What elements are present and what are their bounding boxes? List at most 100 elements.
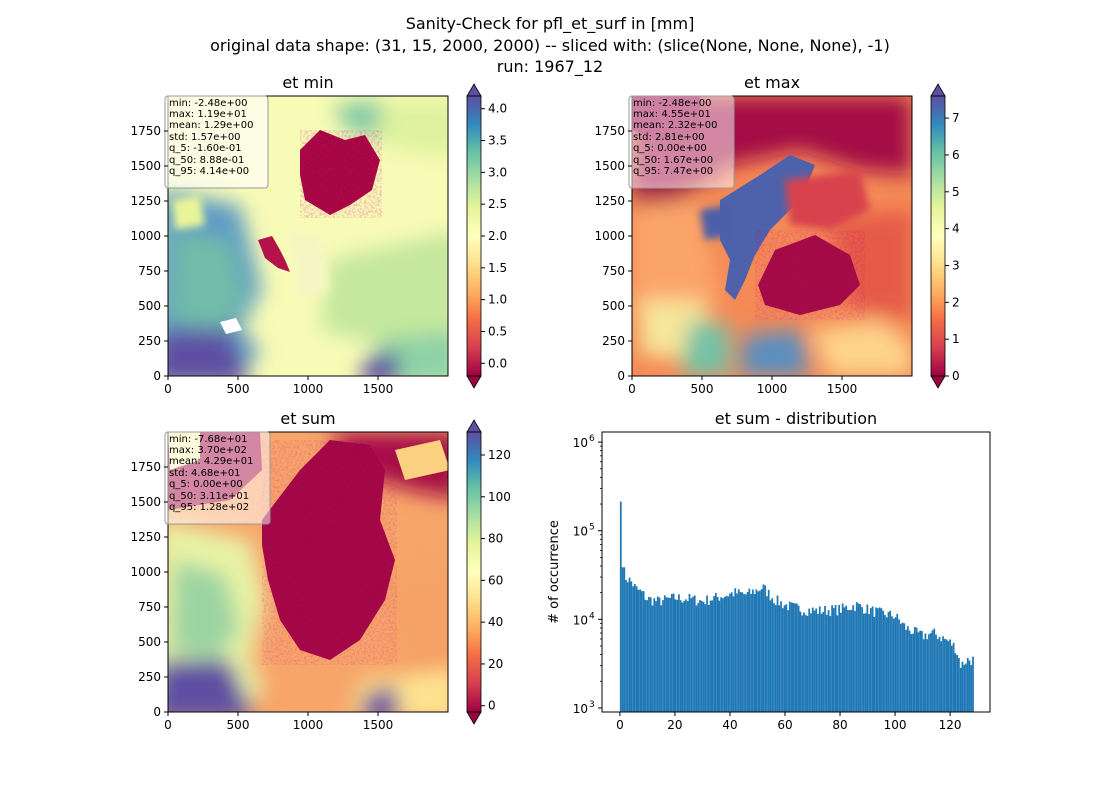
- histogram-bar: [875, 607, 878, 712]
- histogram-bar: [917, 632, 920, 712]
- histogram-bar: [810, 613, 812, 712]
- histogram-bar: [813, 610, 816, 712]
- histogram-bar: [840, 612, 842, 712]
- histogram-bar: [972, 656, 974, 712]
- suptitle-line-2: original data shape: (31, 15, 2000, 2000…: [210, 36, 890, 55]
- panel-title: et sum: [280, 409, 335, 428]
- histogram-bar: [743, 594, 745, 712]
- histogram-bar: [873, 616, 876, 712]
- y-tick-label: 1500: [594, 159, 625, 173]
- histogram-bar: [806, 616, 809, 712]
- histogram-bar: [656, 596, 659, 712]
- histogram-bar: [783, 605, 786, 712]
- histogram-bar: [903, 623, 906, 712]
- histogram-bar: [695, 605, 698, 712]
- histogram-bar: [716, 596, 719, 712]
- histogram-bar: [685, 599, 687, 712]
- panel-title: et sum - distribution: [715, 409, 877, 428]
- histogram-bar: [764, 585, 767, 712]
- histogram-bar: [641, 591, 643, 712]
- histogram-bar: [850, 609, 853, 712]
- stat-q5: q_5: -1.60e-01: [169, 143, 242, 154]
- histogram-bar: [956, 655, 959, 712]
- histogram-bar: [660, 605, 663, 712]
- stat-q50: q_50: 1.67e+00: [633, 155, 713, 166]
- colorbar-extend-max: [466, 419, 482, 433]
- histogram-bar: [906, 626, 909, 712]
- histogram-bar: [889, 610, 892, 712]
- y-tick-label: 750: [602, 264, 625, 278]
- histogram-bar: [781, 608, 784, 712]
- stat-q5: q_5: 0.00e+00: [633, 143, 707, 154]
- histogram-bar: [880, 608, 883, 712]
- x-tick-label: 60: [777, 718, 792, 732]
- histogram-bar: [662, 600, 664, 712]
- y-tick-label: 0: [153, 705, 161, 719]
- histogram-bar: [836, 615, 839, 712]
- histogram-bar: [678, 594, 680, 712]
- histogram-bar: [894, 617, 897, 712]
- colorbar-tick-label: 80: [488, 532, 503, 546]
- y-tick-label: 500: [138, 299, 161, 313]
- histogram-bar: [910, 634, 913, 712]
- y-tick-label: 1250: [594, 194, 625, 208]
- histogram-bar: [741, 592, 744, 712]
- histogram-bar: [669, 597, 671, 712]
- histogram-bar: [623, 567, 626, 712]
- histogram-bar: [697, 603, 700, 712]
- colorbar-tick-label: 6: [952, 148, 960, 162]
- histogram-bar: [868, 614, 870, 712]
- histogram-bar: [693, 595, 696, 712]
- histogram-bar: [892, 618, 895, 712]
- y-tick-label: 0: [153, 369, 161, 383]
- stats-box: min: -2.48e+00 max: 1.19e+01 mean: 1.29e…: [164, 95, 269, 189]
- histogram-bar: [797, 605, 800, 712]
- histogram-bar: [626, 582, 629, 712]
- histogram-bar: [757, 591, 760, 712]
- histogram-bar: [834, 604, 837, 712]
- histogram-bar: [815, 608, 818, 712]
- histogram-bar: [884, 615, 886, 712]
- y-tick-label: 10: [573, 436, 588, 450]
- colorbar-tick-label: 3: [952, 258, 960, 272]
- histogram-bar: [843, 607, 846, 712]
- stat-mean: mean: 1.29e+00: [169, 120, 253, 131]
- colorbar-tick-label: 120: [488, 448, 511, 462]
- stat-q95: q_95: 7.47e+00: [633, 166, 713, 177]
- suptitle-line-3: run: 1967_12: [496, 57, 604, 76]
- histogram-bar: [824, 605, 826, 712]
- histogram-bar: [848, 610, 851, 712]
- y-tick-exponent: 6: [589, 434, 595, 444]
- histogram-bar: [864, 613, 867, 712]
- histogram-bar: [702, 601, 705, 712]
- histogram-bar: [829, 616, 832, 712]
- histogram-bar: [672, 593, 675, 712]
- histogram-bar: [799, 611, 802, 712]
- panel-et-max: et max mi: [594, 73, 959, 396]
- x-tick-label: 1500: [363, 382, 394, 396]
- x-tick-label: 500: [227, 718, 250, 732]
- histogram-bar: [676, 599, 679, 712]
- colorbar-tick-label: 0: [488, 699, 496, 713]
- histogram-bar: [630, 581, 633, 712]
- histogram-bar: [935, 634, 937, 712]
- stat-mean: mean: 2.32e+00: [633, 120, 717, 131]
- histogram-bar: [651, 605, 654, 712]
- x-tick-label: 1500: [363, 718, 394, 732]
- stat-q50: q_50: 8.88e-01: [169, 155, 244, 166]
- axis-ticks: 0 500 1000 1500 0 250 500 750 1000 1250 1500 1750: [130, 460, 393, 732]
- histogram-bar: [808, 608, 811, 712]
- histogram-bar: [950, 645, 953, 712]
- histogram-bar: [924, 633, 927, 712]
- histogram-bar: [859, 604, 862, 712]
- suptitle-line-1: Sanity-Check for pfl_et_surf in [mm]: [405, 14, 695, 33]
- x-tick-label: 40: [722, 718, 737, 732]
- histogram-bar: [940, 641, 943, 712]
- histogram-bar: [857, 603, 860, 712]
- histogram-bar: [635, 586, 638, 712]
- histogram-bars: [619, 501, 974, 712]
- histogram-bar: [818, 606, 821, 712]
- histogram-bar: [642, 591, 645, 712]
- y-tick-label: 10: [573, 613, 588, 627]
